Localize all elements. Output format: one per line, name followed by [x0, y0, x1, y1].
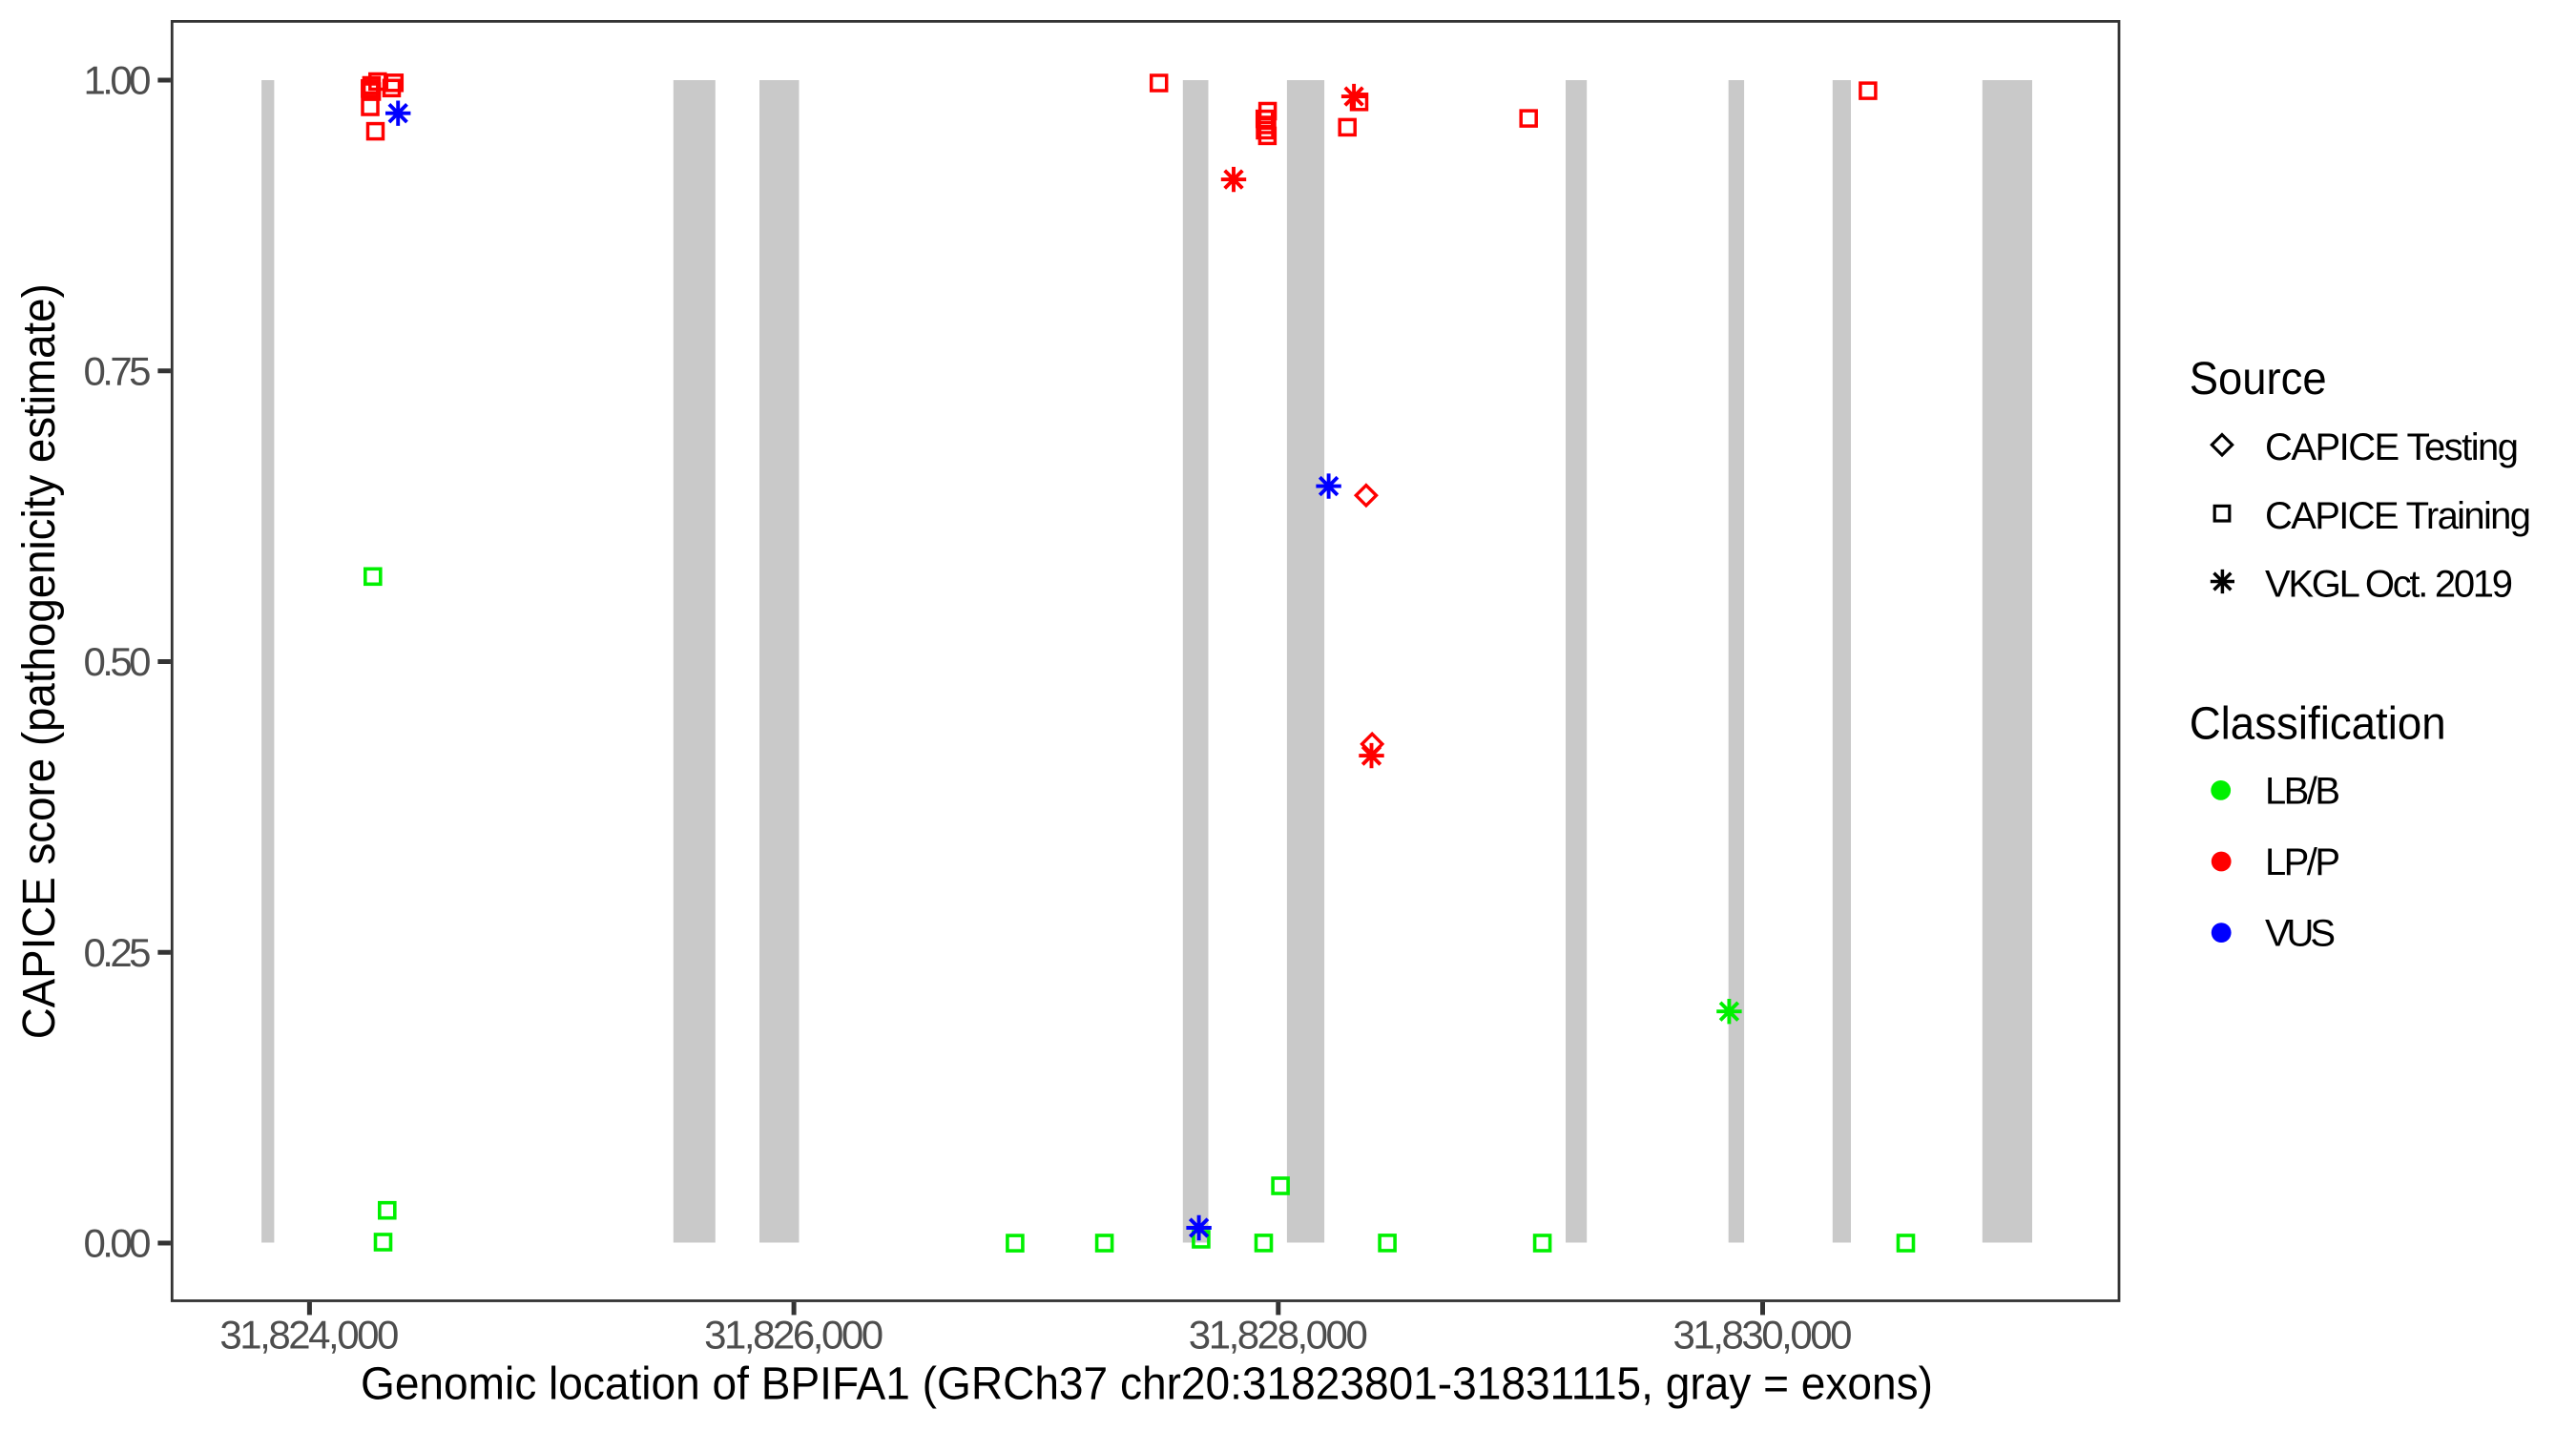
svg-text:CAPICE Training: CAPICE Training — [2265, 495, 2531, 537]
svg-text:0.75: 0.75 — [84, 348, 152, 393]
svg-text:Source: Source — [2190, 354, 2327, 404]
svg-text:VUS: VUS — [2265, 913, 2336, 955]
svg-text:0.50: 0.50 — [84, 639, 152, 684]
svg-text:LP/P: LP/P — [2265, 841, 2340, 883]
svg-text:1.00: 1.00 — [84, 58, 152, 103]
svg-text:0.00: 0.00 — [84, 1221, 152, 1266]
svg-text:31,828,000: 31,828,000 — [1189, 1313, 1368, 1358]
svg-text:Classification: Classification — [2190, 699, 2446, 750]
svg-text:31,824,000: 31,824,000 — [219, 1313, 399, 1358]
svg-text:CAPICE Testing: CAPICE Testing — [2265, 426, 2519, 468]
svg-text:0.25: 0.25 — [84, 930, 152, 975]
svg-text:31,830,000: 31,830,000 — [1673, 1313, 1853, 1358]
svg-text:CAPICE score (pathogenicity es: CAPICE score (pathogenicity estimate) — [14, 283, 65, 1039]
svg-text:VKGL Oct. 2019: VKGL Oct. 2019 — [2265, 563, 2513, 605]
svg-text:Genomic location of BPIFA1 (GR: Genomic location of BPIFA1 (GRCh37 chr20… — [361, 1359, 1933, 1410]
svg-text:LB/B: LB/B — [2265, 770, 2340, 812]
svg-text:31,826,000: 31,826,000 — [704, 1313, 883, 1358]
